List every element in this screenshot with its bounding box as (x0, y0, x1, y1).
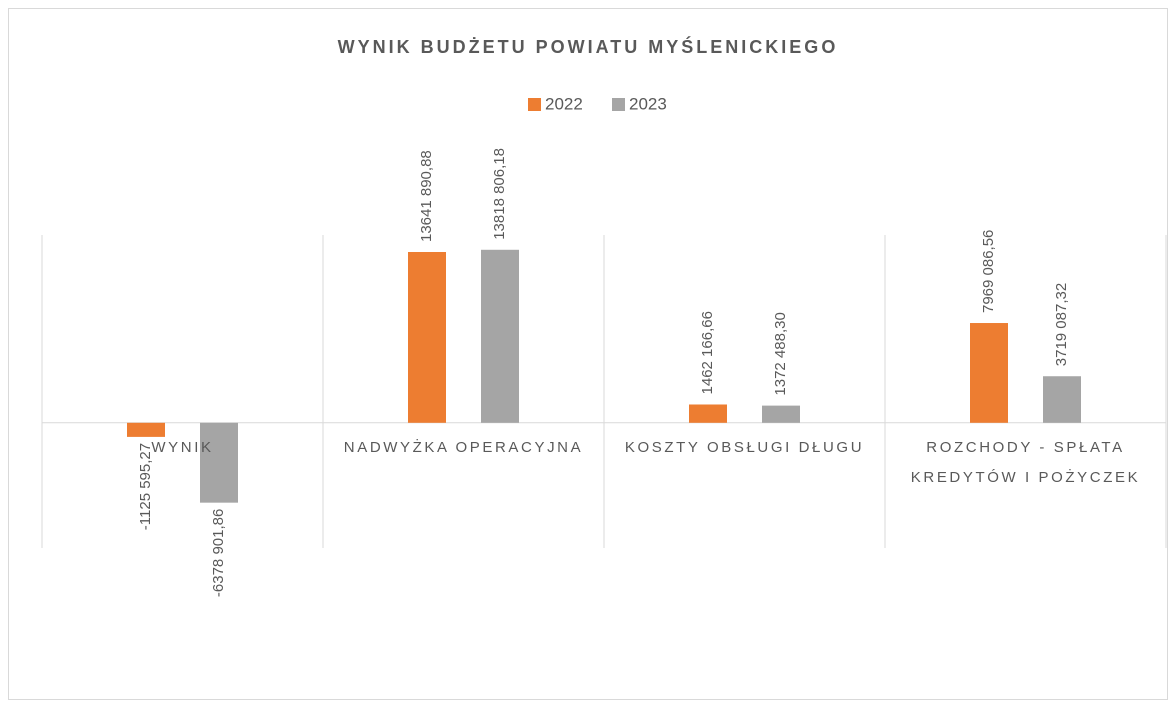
chart-title: WYNIK BUDŻETU POWIATU MYŚLENICKIEGO (338, 36, 839, 57)
bar (762, 405, 800, 423)
data-label: 3719 087,32 (1053, 283, 1070, 366)
x-tick-label: WYNIK (151, 438, 214, 456)
x-tick-label: ROZCHODY - SPŁATA KREDYTÓW I POŻYCZEK (910, 438, 1141, 486)
data-label: 7969 086,56 (980, 230, 997, 313)
data-label: 1372 488,30 (772, 312, 789, 395)
x-tick-label: NADWYŻKA OPERACYJNA (343, 438, 584, 456)
bar (689, 404, 727, 423)
x-tick-label: KOSZTY OBSŁUGI DŁUGU (624, 438, 865, 456)
bar (1043, 376, 1081, 423)
data-label: -6378 901,86 (210, 509, 227, 597)
data-label: -1125 595,27 (137, 443, 154, 530)
bar (970, 323, 1008, 423)
bar (408, 252, 446, 423)
bar (481, 249, 519, 423)
legend-label: 2023 (629, 94, 667, 113)
bar (200, 422, 238, 503)
bar (127, 422, 165, 437)
data-label: 13818 806,18 (491, 148, 508, 240)
legend-label: 2022 (545, 94, 583, 113)
legend-swatch (528, 98, 541, 111)
data-label: 13641 890,88 (418, 150, 435, 242)
legend-swatch (612, 98, 625, 111)
data-label: 1462 166,66 (699, 311, 716, 394)
